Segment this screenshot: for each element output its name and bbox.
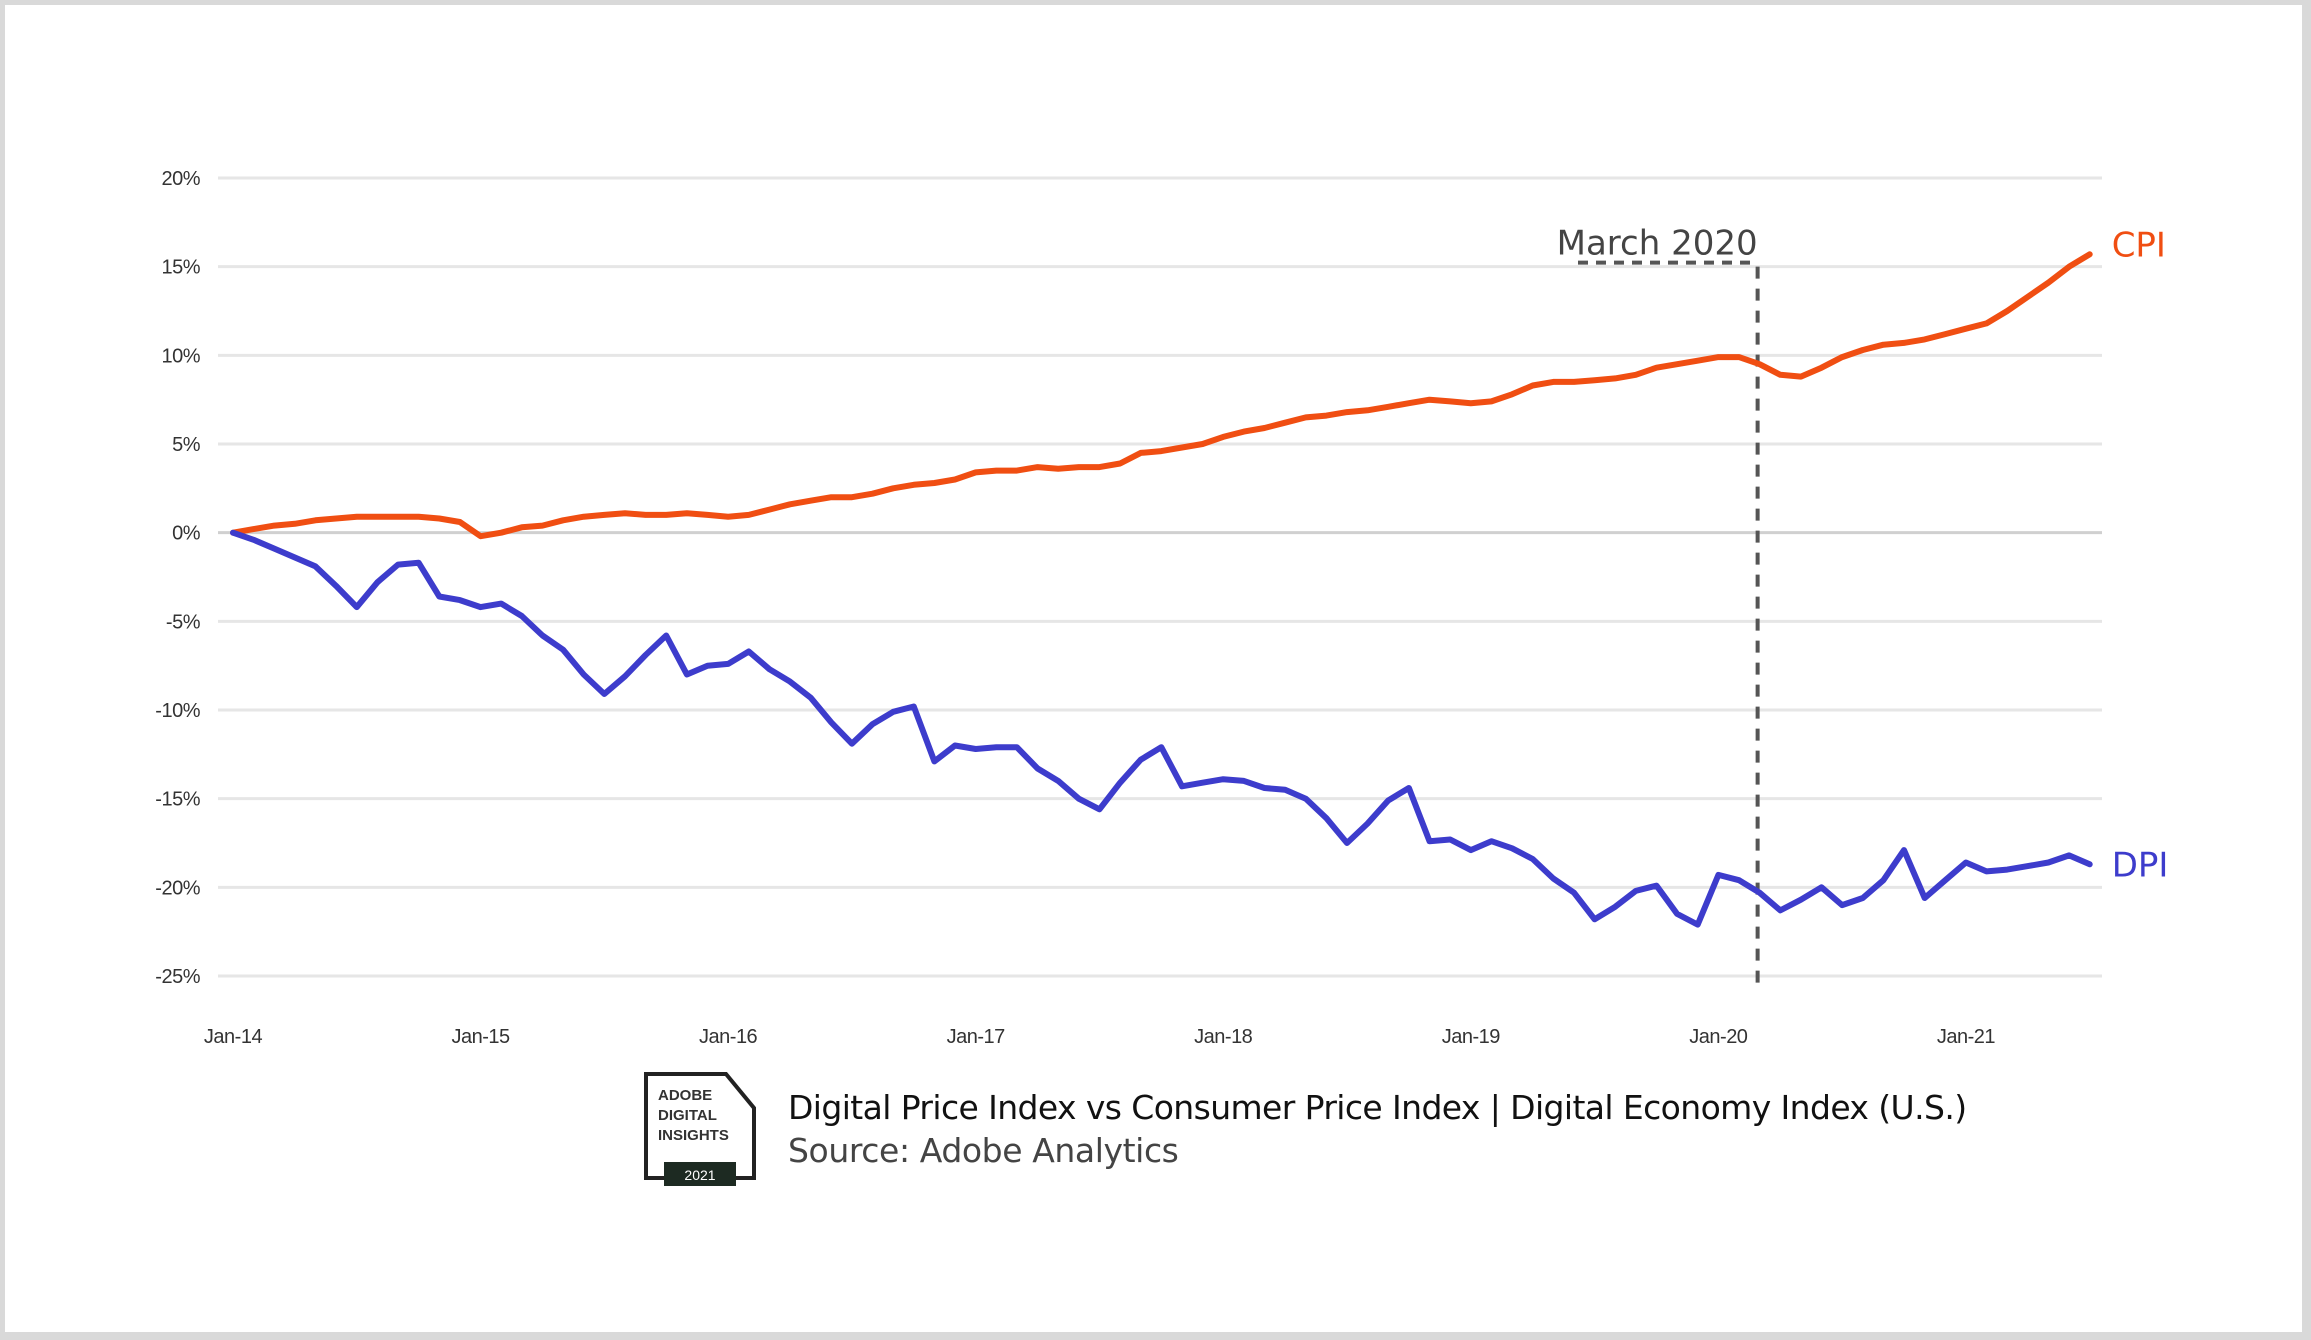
x-tick-label: Jan-20 — [1689, 1026, 1748, 1048]
y-tick-label: 5% — [172, 434, 201, 456]
chart-frame — [5, 5, 2302, 1332]
y-tick-label: 0% — [172, 523, 201, 545]
logo-year: 2021 — [684, 1167, 715, 1183]
chart-source: Source: Adobe Analytics — [788, 1131, 1179, 1170]
adobe-digital-insights-logo: ADOBE DIGITAL INSIGHTS 2021 — [640, 1070, 760, 1188]
y-tick-label: -5% — [166, 611, 201, 633]
gridlines — [218, 176, 2102, 978]
x-tick-label: Jan-14 — [204, 1026, 263, 1048]
x-tick-label: Jan-15 — [451, 1026, 510, 1048]
x-tick-label: Jan-21 — [1937, 1026, 1996, 1048]
series-line-cpi — [230, 251, 2093, 540]
y-tick-label: 15% — [161, 257, 200, 279]
badge-icon: ADOBE DIGITAL INSIGHTS 2021 — [644, 1072, 756, 1186]
x-tick-label: Jan-17 — [947, 1026, 1006, 1048]
series-label-cpi: CPI — [2112, 225, 2166, 265]
y-tick-label: -15% — [155, 789, 200, 811]
y-tick-label: -25% — [155, 966, 200, 988]
x-axis-ticks: Jan-14 Jan-15 Jan-16 Jan-17 Jan-18 Jan-19 Jan-… — [204, 1026, 1996, 1048]
logo-line-3: INSIGHTS — [658, 1127, 729, 1144]
x-tick-label: Jan-16 — [699, 1026, 758, 1048]
chart-footer: ADOBE DIGITAL INSIGHTS 2021 Digital Pric… — [640, 1070, 1967, 1188]
y-axis-ticks: 20% 15% 10% 5% 0% -5% -10% -15% -20% -25% — [155, 168, 201, 988]
chart-title: Digital Price Index vs Consumer Price In… — [788, 1088, 1967, 1127]
series-label-dpi: DPI — [2112, 845, 2169, 885]
series-line-dpi — [230, 529, 2093, 928]
y-tick-label: 10% — [161, 345, 200, 367]
x-tick-label: Jan-19 — [1442, 1026, 1501, 1048]
y-tick-label: 20% — [161, 168, 200, 190]
march-2020-annotation: March 2020 — [1557, 224, 1760, 988]
series-lines — [230, 251, 2093, 928]
annotation-label: March 2020 — [1557, 224, 1758, 264]
logo-line-2: DIGITAL — [658, 1107, 717, 1124]
logo-line-1: ADOBE — [658, 1087, 712, 1104]
caption: Digital Price Index vs Consumer Price In… — [788, 1088, 1967, 1170]
x-tick-label: Jan-18 — [1194, 1026, 1253, 1048]
y-tick-label: -20% — [155, 877, 200, 899]
y-tick-label: -10% — [155, 700, 200, 722]
series-labels: CPI DPI — [2112, 225, 2169, 885]
